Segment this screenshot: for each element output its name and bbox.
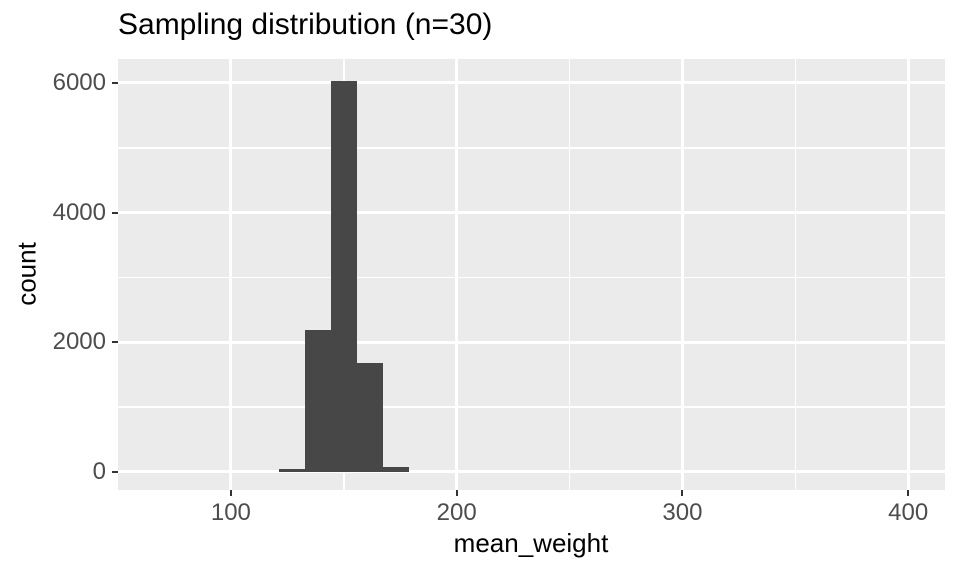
x-tick-mark <box>229 490 232 496</box>
y-tick-mark <box>112 81 118 84</box>
x-tick-label: 300 <box>662 499 703 526</box>
x-major-gridline <box>455 59 459 490</box>
x-major-gridline <box>906 59 910 490</box>
x-minor-gridline <box>794 59 797 490</box>
x-tick-mark <box>681 490 684 496</box>
y-tick-label: 2000 <box>52 328 106 356</box>
y-major-gridline <box>118 340 945 344</box>
y-minor-gridline <box>118 276 945 279</box>
plot-title: Sampling distribution (n=30) <box>118 8 493 41</box>
y-tick-label: 6000 <box>52 68 106 96</box>
y-tick-mark <box>112 470 118 473</box>
y-major-gridline <box>118 470 945 474</box>
y-axis-title: count <box>11 242 42 306</box>
histogram-bar <box>304 329 331 472</box>
x-tick-label: 100 <box>210 499 251 526</box>
x-tick-mark <box>455 490 458 496</box>
x-major-gridline <box>680 59 684 490</box>
plot-panel <box>118 59 945 490</box>
y-minor-gridline <box>118 406 945 408</box>
x-minor-gridline <box>568 59 571 490</box>
y-tick-label: 0 <box>92 457 106 485</box>
y-tick-mark <box>112 341 118 344</box>
histogram-bar <box>330 81 357 472</box>
x-axis-title: mean_weight <box>453 528 609 558</box>
y-major-gridline <box>118 81 945 85</box>
histogram-bar <box>356 363 383 472</box>
y-tick-mark <box>112 211 118 214</box>
x-tick-label: 200 <box>436 499 477 526</box>
histogram-bar <box>278 469 305 472</box>
y-major-gridline <box>118 211 945 215</box>
y-minor-gridline <box>118 147 945 149</box>
histogram-bar <box>382 467 409 472</box>
x-tick-label: 400 <box>888 499 929 526</box>
y-tick-label: 4000 <box>52 198 106 226</box>
x-major-gridline <box>229 59 233 490</box>
x-tick-mark <box>907 490 910 496</box>
